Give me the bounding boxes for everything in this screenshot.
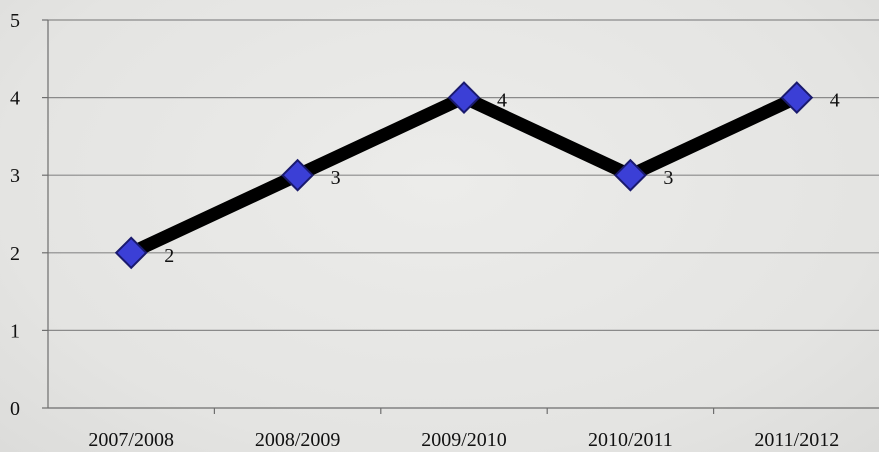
x-tick-label: 2007/2008 [88, 429, 174, 451]
y-tick-label: 0 [10, 398, 20, 420]
data-point-marker [114, 236, 148, 270]
data-point-marker [780, 81, 814, 115]
data-label: 2 [164, 245, 174, 267]
data-point-marker [447, 81, 481, 115]
y-tick-label: 3 [10, 165, 20, 187]
y-tick-labels: 0 1 2 3 4 5 [10, 10, 20, 420]
data-label: 4 [497, 90, 507, 112]
data-labels: 2 3 4 3 4 [164, 90, 840, 267]
x-tick-labels: 2007/2008 2008/2009 2009/2010 2010/2011 2011… [88, 429, 839, 451]
data-label: 3 [663, 167, 673, 189]
x-tick-label: 2009/2010 [421, 429, 507, 451]
x-tick-label: 2008/2009 [255, 429, 341, 451]
y-tick-label: 5 [10, 10, 20, 32]
data-point-marker [613, 158, 647, 192]
axes [42, 19, 879, 414]
y-tick-label: 1 [10, 320, 20, 342]
data-point-marker [281, 158, 315, 192]
x-tick-label: 2011/2012 [754, 429, 839, 451]
x-tick-label: 2010/2011 [588, 429, 673, 451]
data-label: 4 [830, 90, 840, 112]
series-markers [114, 81, 814, 270]
gridlines [48, 19, 879, 331]
y-tick-label: 2 [10, 243, 20, 265]
y-tick-label: 4 [10, 88, 20, 110]
data-label: 3 [331, 167, 341, 189]
